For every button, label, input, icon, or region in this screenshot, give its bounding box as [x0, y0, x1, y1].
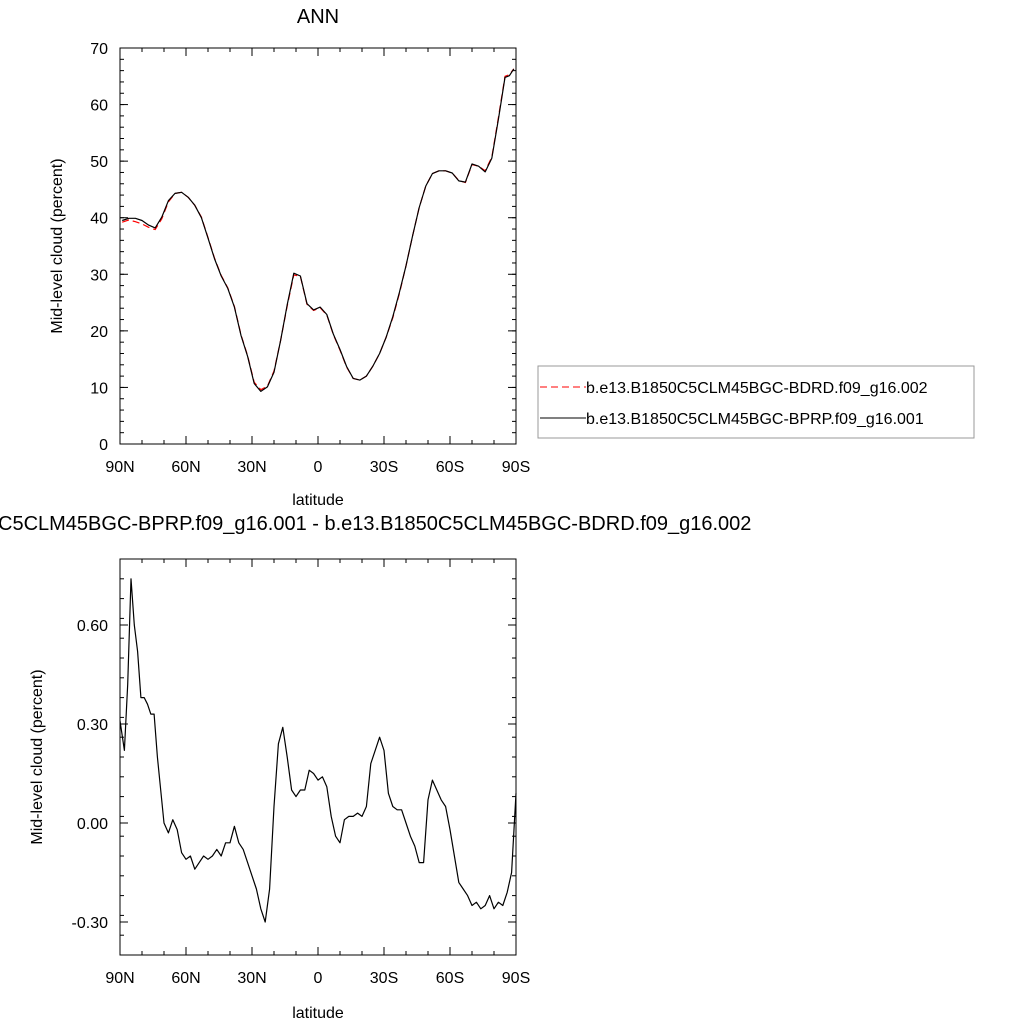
- top-x-tick-label: 30N: [237, 459, 266, 476]
- bottom-y-tick-label: -0.30: [72, 915, 109, 932]
- top-chart-title: ANN: [297, 6, 339, 28]
- top-y-axis-label: Mid-level cloud (percent): [49, 158, 66, 333]
- bottom-x-tick-label: 0: [314, 970, 323, 987]
- top-x-tick-label: 60N: [171, 459, 200, 476]
- top-x-tick-label: 60S: [436, 459, 464, 476]
- bottom-chart-title: b.e13.B1850C5CLM45BGC-BPRP.f09_g16.001 -…: [0, 513, 751, 535]
- legend-label-bprp: b.e13.B1850C5CLM45BGC-BPRP.f09_g16.001: [586, 411, 924, 428]
- top-x-axis-label: latitude: [292, 492, 344, 509]
- bottom-series-line-0: [119, 578, 517, 923]
- top-plot-frame: [119, 47, 517, 445]
- top-y-tick-label: 10: [90, 380, 108, 397]
- bottom-x-tick-label: 30N: [237, 970, 266, 987]
- bottom-chart-axes: 90N 60N 30N 0 30S 60S 90S -0.30 0.00 0.30 0.60: [72, 558, 530, 987]
- bottom-plot-frame: [119, 558, 517, 956]
- top-y-tick-label: 70: [90, 41, 108, 58]
- top-y-tick-label: 40: [90, 211, 108, 228]
- bottom-y-tick-label: 0.60: [77, 618, 108, 635]
- bottom-x-tick-label: 90N: [105, 970, 134, 987]
- bottom-x-tick-label: 60S: [436, 970, 464, 987]
- top-y-tick-label: 50: [90, 154, 108, 171]
- bottom-x-tick-label: 90S: [502, 970, 530, 987]
- legend-label-bdrd: b.e13.B1850C5CLM45BGC-BDRD.f09_g16.002: [586, 380, 928, 397]
- top-chart-panel: ANN 90N 60N 30N 0 30S 60S 90S 0 10 20 30 40 50 60 70 l…: [49, 6, 530, 509]
- top-x-tick-label: 90S: [502, 459, 530, 476]
- top-chart-axes: 90N 60N 30N 0 30S 60S 90S 0 10 20 30 40 50 60 70: [90, 41, 530, 476]
- top-x-tick-label: 90N: [105, 459, 134, 476]
- top-y-tick-label: 30: [90, 267, 108, 284]
- bottom-y-tick-label: 0.00: [77, 816, 108, 833]
- bottom-y-tick-label: 0.30: [77, 717, 108, 734]
- bottom-chart-series: [119, 578, 517, 923]
- top-x-tick-label: 30S: [370, 459, 398, 476]
- bottom-x-axis-label: latitude: [292, 1005, 344, 1022]
- bottom-x-tick-label: 60N: [171, 970, 200, 987]
- top-series-line-0: [122, 68, 515, 391]
- top-y-tick-label: 20: [90, 324, 108, 341]
- top-y-tick-label: 60: [90, 98, 108, 115]
- bottom-chart-panel: b.e13.B1850C5CLM45BGC-BPRP.f09_g16.001 -…: [0, 513, 751, 1022]
- legend: b.e13.B1850C5CLM45BGC-BDRD.f09_g16.002 b…: [537, 365, 975, 439]
- top-series-line-1: [122, 68, 515, 392]
- top-chart-series: [122, 68, 515, 392]
- bottom-x-tick-label: 30S: [370, 970, 398, 987]
- top-y-tick-label: 0: [99, 437, 108, 454]
- top-x-tick-label: 0: [314, 459, 323, 476]
- bottom-y-axis-label: Mid-level cloud (percent): [29, 669, 46, 844]
- legend-box: [537, 365, 975, 439]
